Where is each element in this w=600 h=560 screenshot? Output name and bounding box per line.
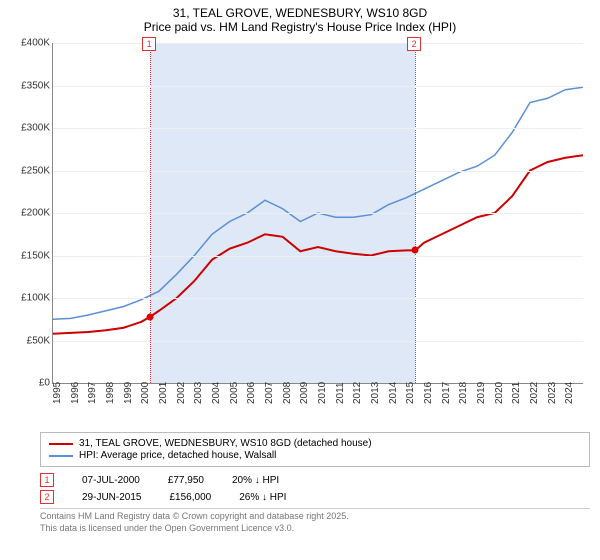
x-tick-label: 2024	[564, 382, 575, 404]
gridline	[53, 213, 583, 214]
gridline	[53, 341, 583, 342]
plot	[52, 43, 583, 384]
chart-area: 1 2 £0 £50K £100K £150K £200K £250K £300K £350K…	[10, 38, 590, 428]
y-tick-label: £100K	[21, 293, 50, 304]
x-tick-label: 2005	[229, 382, 240, 404]
legend-swatch-price	[49, 443, 73, 445]
x-tick-label: 2014	[388, 382, 399, 404]
sale-price-1: £77,950	[168, 475, 204, 486]
gridline	[53, 43, 583, 44]
sale-date-2: 29-JUN-2015	[82, 492, 141, 503]
x-tick-label: 1999	[123, 382, 134, 404]
x-tick-label: 2021	[511, 382, 522, 404]
x-tick-label: 2004	[211, 382, 222, 404]
x-tick-label: 2011	[335, 382, 346, 404]
x-tick-label: 2006	[246, 382, 257, 404]
x-tick-label: 2002	[176, 382, 187, 404]
sales-table: 1 07-JUL-2000 £77,950 20% ↓ HPI 2 29-JUN…	[40, 473, 590, 504]
gridline	[53, 256, 583, 257]
sale-num-1: 1	[40, 473, 54, 487]
sale-dot-2	[412, 247, 419, 254]
x-tick-label: 2012	[352, 382, 363, 404]
sale-delta-1: 20% ↓ HPI	[232, 475, 279, 486]
x-tick-label: 1995	[52, 382, 63, 404]
x-tick-label: 1997	[87, 382, 98, 404]
chart-title: 31, TEAL GROVE, WEDNESBURY, WS10 8GD Pri…	[0, 0, 600, 34]
sale-delta-2: 26% ↓ HPI	[239, 492, 286, 503]
x-tick-label: 2018	[458, 382, 469, 404]
legend-item-hpi: HPI: Average price, detached house, Wals…	[49, 450, 581, 461]
credit: Contains HM Land Registry data © Crown c…	[40, 508, 590, 534]
y-tick-label: £150K	[21, 250, 50, 261]
credit-line2: This data is licensed under the Open Gov…	[40, 523, 590, 535]
x-tick-label: 2013	[370, 382, 381, 404]
y-tick-label: £200K	[21, 208, 50, 219]
y-tick-label: £0	[39, 378, 50, 389]
marker-label-1: 1	[142, 37, 156, 51]
x-tick-label: 2020	[494, 382, 505, 404]
gridline	[53, 128, 583, 129]
sale-num-2: 2	[40, 490, 54, 504]
gridline	[53, 298, 583, 299]
y-tick-label: £250K	[21, 165, 50, 176]
credit-line1: Contains HM Land Registry data © Crown c…	[40, 511, 590, 523]
x-tick-label: 2016	[423, 382, 434, 404]
sale-price-2: £156,000	[169, 492, 211, 503]
legend-item-price: 31, TEAL GROVE, WEDNESBURY, WS10 8GD (de…	[49, 438, 581, 449]
x-tick-label: 2019	[476, 382, 487, 404]
x-tick-label: 2017	[441, 382, 452, 404]
x-tick-label: 2001	[158, 382, 169, 404]
legend-label-price: 31, TEAL GROVE, WEDNESBURY, WS10 8GD (de…	[79, 438, 372, 449]
x-tick-label: 2022	[529, 382, 540, 404]
x-tick-label: 2015	[405, 382, 416, 404]
y-tick-label: £50K	[27, 335, 50, 346]
gridline	[53, 86, 583, 87]
x-tick-label: 1996	[70, 382, 81, 404]
x-tick-label: 2023	[547, 382, 558, 404]
x-tick-label: 2007	[264, 382, 275, 404]
legend-swatch-hpi	[49, 455, 73, 457]
x-tick-label: 2008	[282, 382, 293, 404]
y-tick-label: £350K	[21, 80, 50, 91]
y-tick-label: £400K	[21, 38, 50, 49]
sale-date-1: 07-JUL-2000	[82, 475, 140, 486]
y-tick-label: £300K	[21, 123, 50, 134]
x-tick-label: 2010	[317, 382, 328, 404]
sale-dot-1	[147, 313, 154, 320]
legend-label-hpi: HPI: Average price, detached house, Wals…	[79, 450, 276, 461]
x-tick-label: 1998	[105, 382, 116, 404]
marker-label-2: 2	[407, 37, 421, 51]
x-tick-label: 2003	[193, 382, 204, 404]
gridline	[53, 171, 583, 172]
title-line2: Price paid vs. HM Land Registry's House …	[0, 20, 600, 34]
title-line1: 31, TEAL GROVE, WEDNESBURY, WS10 8GD	[0, 6, 600, 20]
series-price_paid	[53, 155, 583, 334]
sale-row-1: 1 07-JUL-2000 £77,950 20% ↓ HPI	[40, 473, 590, 487]
x-tick-label: 2009	[299, 382, 310, 404]
x-tick-label: 2000	[140, 382, 151, 404]
legend: 31, TEAL GROVE, WEDNESBURY, WS10 8GD (de…	[40, 432, 590, 467]
sale-row-2: 2 29-JUN-2015 £156,000 26% ↓ HPI	[40, 490, 590, 504]
